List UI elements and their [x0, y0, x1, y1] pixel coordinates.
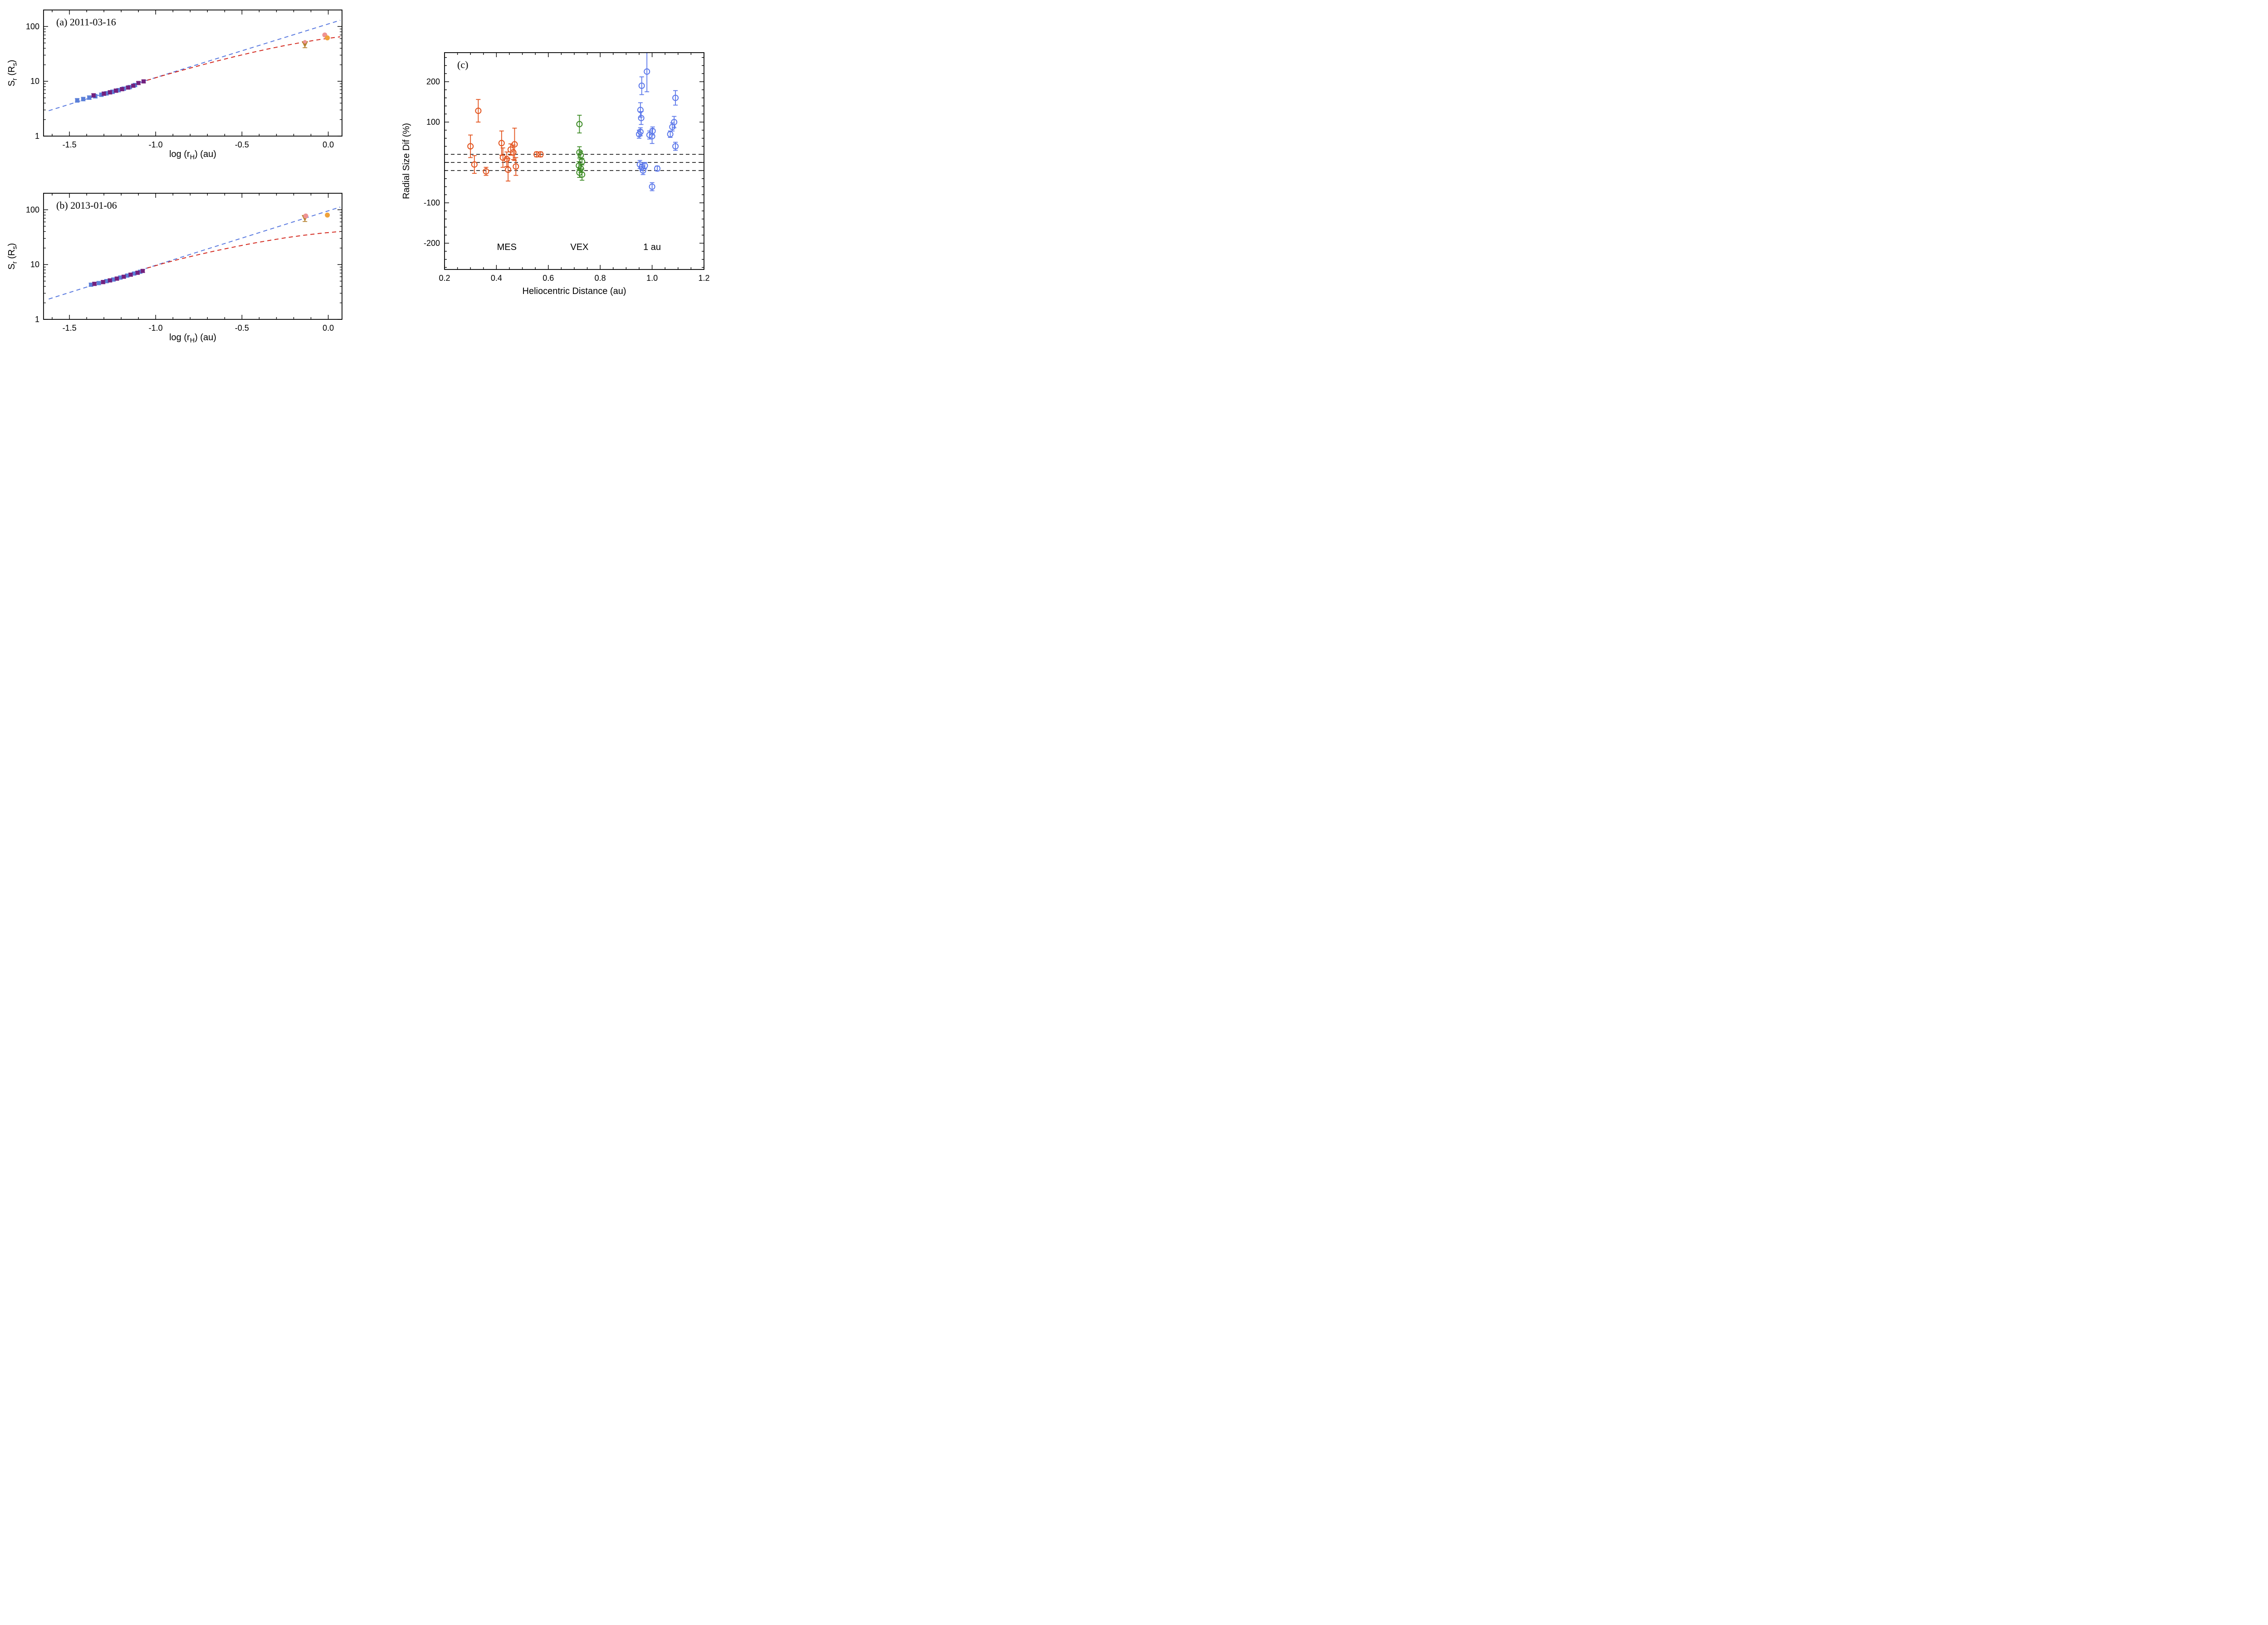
svg-text:100: 100 — [26, 205, 39, 214]
svg-text:1.0: 1.0 — [646, 274, 658, 283]
svg-text:-0.5: -0.5 — [235, 140, 249, 149]
svg-text:log (rH) (au): log (rH) (au) — [169, 149, 216, 161]
svg-text:Heliocentric Distance (au): Heliocentric Distance (au) — [523, 286, 626, 296]
panel-c-chart: 0.2 0.4 0.6 0.8 1.0 1.2 -200 -100 100 200 Heliocen… — [401, 52, 710, 296]
svg-text:(a) 2011-03-16: (a) 2011-03-16 — [56, 16, 116, 28]
svg-text:-1.0: -1.0 — [149, 140, 163, 149]
svg-text:0.8: 0.8 — [595, 274, 606, 283]
svg-text:-1.5: -1.5 — [63, 140, 77, 149]
svg-text:0.4: 0.4 — [491, 274, 502, 283]
svg-text:0.0: 0.0 — [323, 140, 334, 149]
svg-text:log (rH) (au): log (rH) (au) — [169, 333, 216, 344]
svg-text:1: 1 — [35, 315, 39, 324]
svg-text:0.6: 0.6 — [543, 274, 554, 283]
svg-text:200: 200 — [426, 77, 440, 86]
panel-b-chart: -1.5 -1.0 -0.5 0.0 1 10 100 log (rH) (au) Sr (Rs… — [7, 193, 342, 344]
svg-text:1 au: 1 au — [643, 242, 661, 252]
svg-text:Radial Size Dif (%): Radial Size Dif (%) — [401, 123, 411, 199]
svg-text:-1.5: -1.5 — [63, 323, 77, 333]
svg-text:0.0: 0.0 — [323, 323, 334, 333]
svg-text:0.2: 0.2 — [439, 274, 450, 283]
svg-text:(b) 2013-01-06: (b) 2013-01-06 — [56, 200, 117, 211]
svg-text:Sr (Rs): Sr (Rs) — [7, 243, 19, 270]
svg-text:(c): (c) — [457, 59, 468, 70]
svg-text:VEX: VEX — [570, 242, 588, 252]
svg-text:-0.5: -0.5 — [235, 323, 249, 333]
svg-text:10: 10 — [30, 77, 39, 86]
svg-text:1: 1 — [35, 132, 39, 141]
svg-text:100: 100 — [426, 117, 440, 127]
svg-text:MES: MES — [497, 242, 517, 252]
svg-text:10: 10 — [30, 260, 39, 269]
svg-text:-1.0: -1.0 — [149, 323, 163, 333]
panel-a-chart: -1.5 -1.0 -0.5 0.0 1 10 100 log (rH) (au) Sr (Rs… — [7, 10, 342, 161]
svg-text:Sr (Rs): Sr (Rs) — [7, 60, 19, 87]
svg-text:-200: -200 — [424, 239, 440, 248]
three-panel-figure: -1.5 -1.0 -0.5 0.0 1 10 100 log (rH) (au) Sr (Rs… — [0, 0, 717, 361]
svg-text:100: 100 — [26, 22, 39, 31]
svg-text:1.2: 1.2 — [698, 274, 709, 283]
svg-text:-100: -100 — [424, 198, 440, 207]
